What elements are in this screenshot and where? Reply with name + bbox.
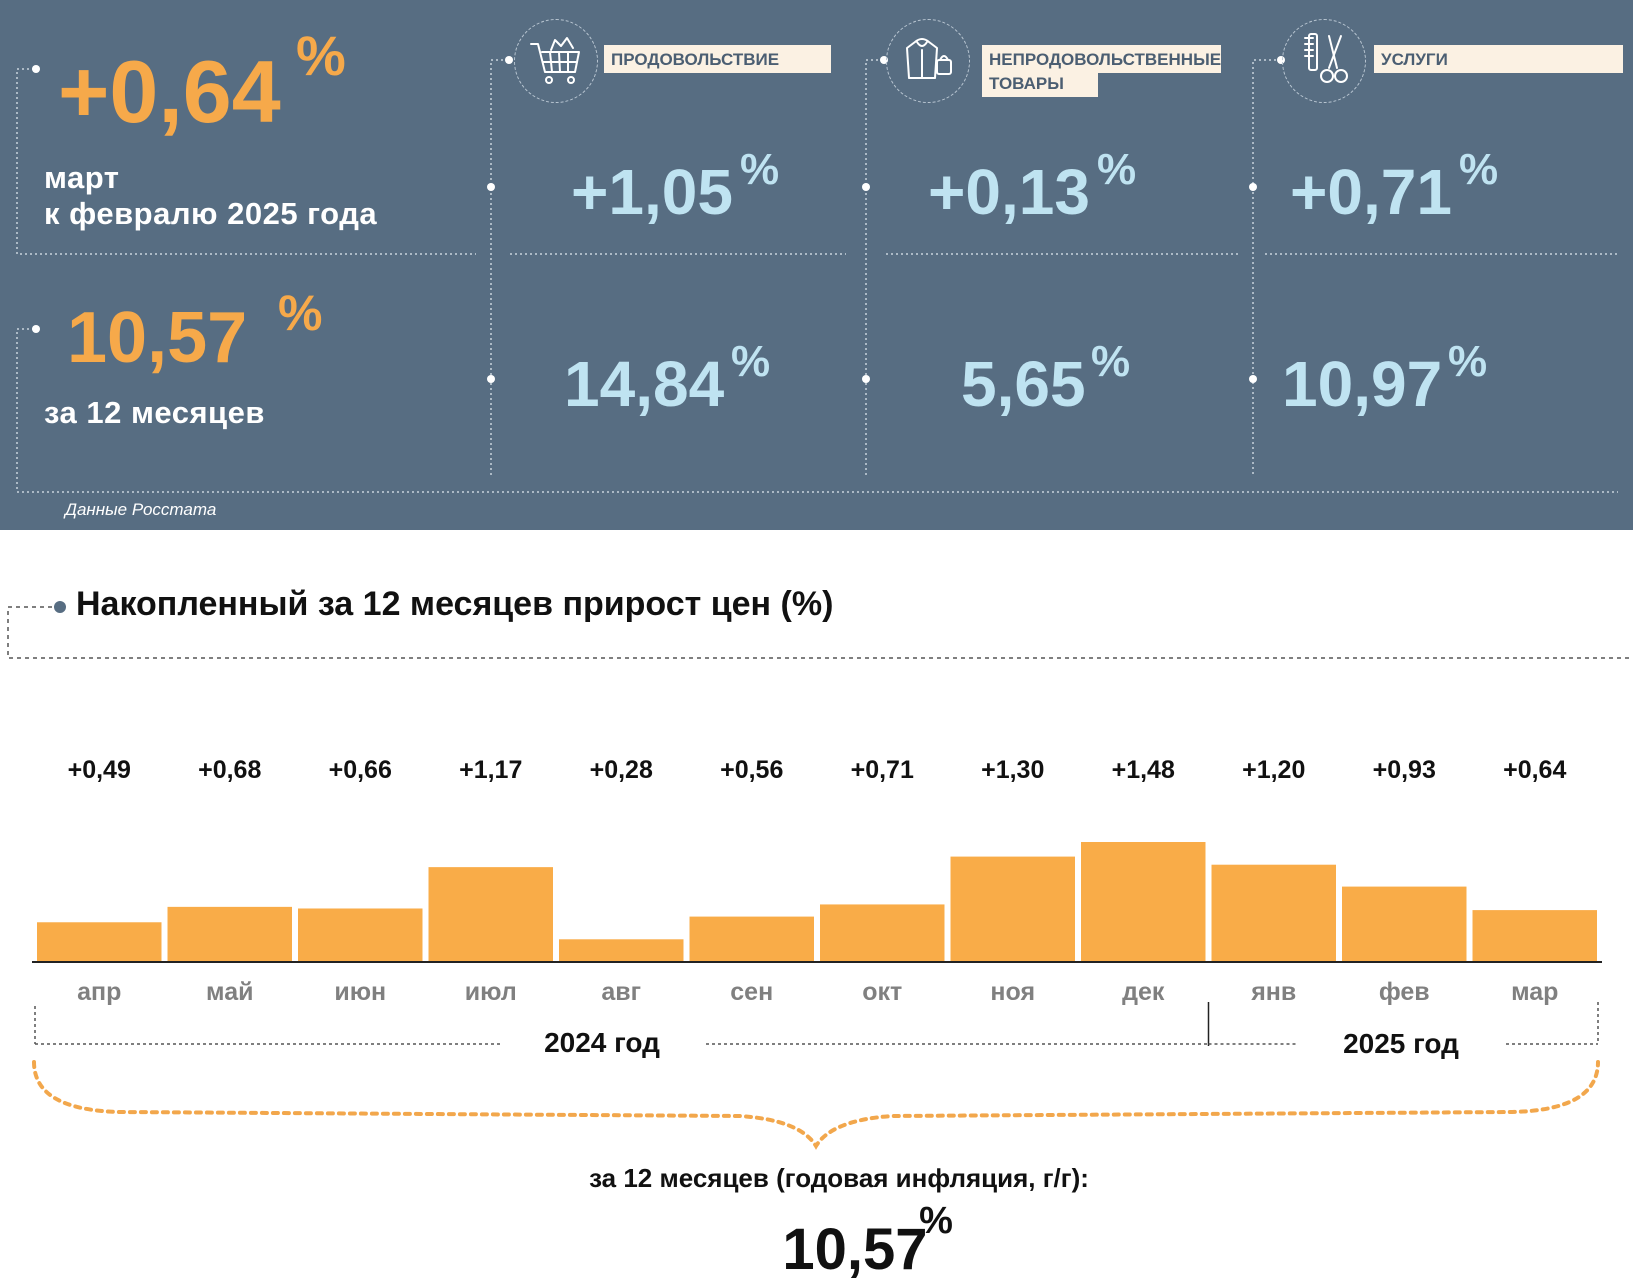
summary-label: за 12 месяцев (годовая инфляция, г/г): xyxy=(589,1163,1089,1193)
nonfood-annual-unit: % xyxy=(1091,337,1131,386)
nonfood-annual-value: 5,65 xyxy=(961,348,1086,420)
bar xyxy=(559,939,684,962)
source-note: Данные Росстата xyxy=(65,500,217,519)
nonfood-category-label-line1: НЕПРОДОВОЛЬСТВЕННЫЕ xyxy=(982,45,1221,73)
food-annual-unit: % xyxy=(731,337,771,386)
chart-title: Накопленный за 12 месяцев прирост цен (%… xyxy=(76,585,834,623)
bar xyxy=(950,856,1075,962)
bar-value-label: +0,56 xyxy=(720,756,783,784)
x-tick-label: сен xyxy=(730,978,773,1006)
bar xyxy=(298,908,423,962)
connector-dot xyxy=(505,56,513,64)
bar-value-label: +0,28 xyxy=(590,756,653,784)
food-icon-circle xyxy=(514,19,598,103)
nonfood-monthly-unit: % xyxy=(1097,145,1137,194)
nonfood-icon-circle xyxy=(886,19,970,103)
nonfood-category-label-line2: ТОВАРЫ xyxy=(982,72,1098,97)
bar xyxy=(820,904,945,962)
bar xyxy=(1342,886,1467,962)
bar-value-label: +0,93 xyxy=(1373,756,1436,784)
summary-unit: % xyxy=(919,1200,953,1242)
summary-panel: +0,64 % март к февралю 2025 года 10,57 %… xyxy=(0,0,1633,530)
shopping-cart-icon xyxy=(530,37,580,84)
connector-dot xyxy=(862,375,870,383)
services-annual-unit: % xyxy=(1448,337,1488,386)
connector-dot xyxy=(880,56,888,64)
bar xyxy=(1211,864,1336,962)
clothing-icon xyxy=(906,38,952,79)
connector-dot xyxy=(862,183,870,191)
monthly-headline-unit: % xyxy=(296,24,346,87)
connector-dot xyxy=(1249,375,1257,383)
monthly-inflation-bar-chart: +0,49 апр +0,68 май +0,66 июн +1,17 июл +0,28 авг… xyxy=(32,756,1602,1282)
x-tick-label: июл xyxy=(465,978,517,1006)
food-monthly-value: +1,05 xyxy=(571,156,733,228)
bar-value-label: +0,66 xyxy=(329,756,392,784)
x-tick-label: мар xyxy=(1511,978,1558,1006)
bar xyxy=(1081,842,1206,962)
nonfood-monthly-value: +0,13 xyxy=(928,156,1090,228)
x-tick-label: окт xyxy=(862,978,902,1006)
connector-dot xyxy=(1249,183,1257,191)
year-label: 2024 год xyxy=(544,1027,660,1058)
x-tick-label: янв xyxy=(1250,978,1296,1006)
bar-value-label: +0,49 xyxy=(68,756,131,784)
services-monthly-value: +0,71 xyxy=(1290,156,1452,228)
annual-label: за 12 месяцев xyxy=(44,395,265,430)
connector-dot xyxy=(32,65,40,73)
annual-brace xyxy=(32,1060,1600,1150)
connector-dot xyxy=(487,183,495,191)
services-annual-value: 10,97 xyxy=(1282,348,1443,420)
bar-value-label: +0,64 xyxy=(1503,756,1566,784)
connector-dot xyxy=(487,375,495,383)
connector-dot xyxy=(1277,56,1285,64)
x-tick-label: дек xyxy=(1122,978,1165,1006)
bar-value-label: +1,30 xyxy=(981,756,1044,784)
monthly-label-line2: к февралю 2025 года xyxy=(44,196,378,231)
bar-value-label: +0,71 xyxy=(851,756,914,784)
x-tick-label: июн xyxy=(334,978,386,1006)
x-tick-label: ноя xyxy=(990,978,1035,1006)
food-annual-value: 14,84 xyxy=(564,348,725,420)
bar-value-label: +1,20 xyxy=(1242,756,1305,784)
panel-dotted-lines xyxy=(16,59,1618,493)
x-tick-label: апр xyxy=(77,978,121,1006)
section-title-decoration xyxy=(7,601,1630,659)
monthly-headline-value: +0,64 xyxy=(58,42,281,141)
services-monthly-unit: % xyxy=(1459,145,1499,194)
x-tick-label: май xyxy=(206,978,253,1006)
bar-value-label: +1,48 xyxy=(1112,756,1175,784)
summary-value: 10,57 xyxy=(782,1217,927,1282)
connector-dot xyxy=(32,325,40,333)
food-monthly-unit: % xyxy=(740,145,780,194)
annual-headline-unit: % xyxy=(278,285,323,341)
bar xyxy=(167,906,292,962)
year-label: 2025 год xyxy=(1343,1028,1459,1059)
bar xyxy=(1472,910,1597,962)
bar xyxy=(428,867,553,962)
services-icon-circle xyxy=(1282,19,1366,103)
services-category-label: УСЛУГИ xyxy=(1374,45,1623,73)
food-category-label: ПРОДОВОЛЬСТВИЕ xyxy=(604,45,831,73)
bar-value-label: +1,17 xyxy=(459,756,522,784)
x-tick-label: авг xyxy=(601,978,641,1006)
monthly-label-line1: март xyxy=(44,160,120,195)
bar xyxy=(689,916,814,962)
annual-headline-value: 10,57 xyxy=(67,298,248,378)
bar xyxy=(37,922,162,962)
bar-value-label: +0,68 xyxy=(198,756,261,784)
x-tick-label: фев xyxy=(1379,978,1430,1006)
scissors-comb-icon xyxy=(1304,33,1348,83)
